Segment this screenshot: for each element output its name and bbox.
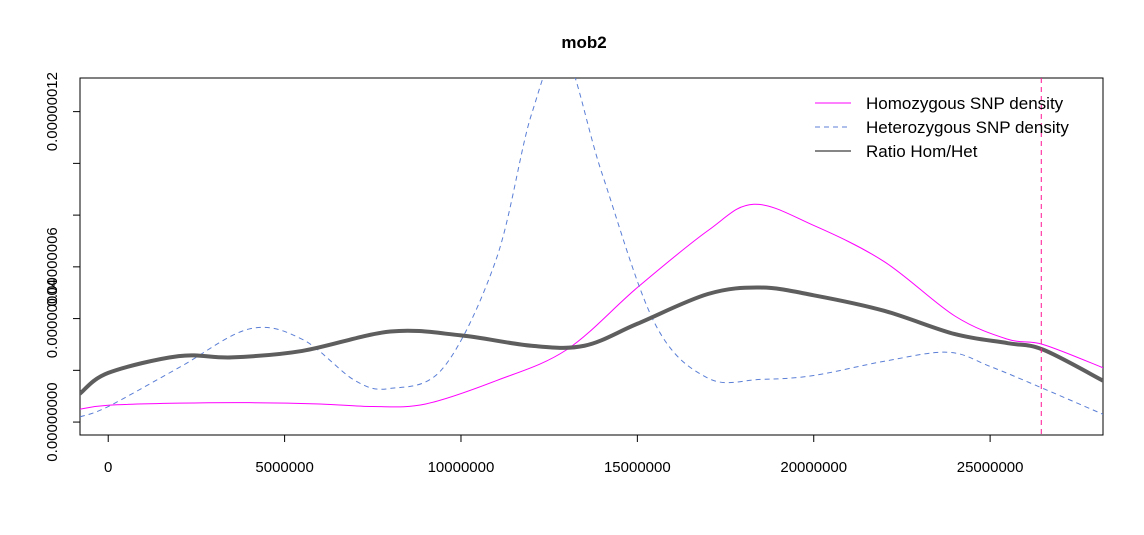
x-tick-label: 5000000 xyxy=(255,459,313,476)
y-tick-label: 0.00000012 xyxy=(44,72,61,151)
y-tick-label: 0.00000004 xyxy=(44,279,61,358)
x-tick-label: 25000000 xyxy=(957,459,1024,476)
y-tick-label: 0.00000000 xyxy=(44,382,61,461)
legend: Homozygous SNP density Heterozygous SNP d… xyxy=(815,94,1069,161)
series-line-3 xyxy=(80,285,1103,396)
legend-label: Ratio Hom/Het xyxy=(866,142,978,161)
x-tick-label: 20000000 xyxy=(780,459,847,476)
x-tick-label: 0 xyxy=(104,459,112,476)
x-tick-label: 15000000 xyxy=(604,459,671,476)
plot-area xyxy=(80,78,1103,435)
legend-label: Homozygous SNP density xyxy=(866,94,1064,113)
series-line-1 xyxy=(80,203,1103,410)
y-tick-label: 0.00000006 xyxy=(44,227,61,306)
chart-title: mob2 xyxy=(561,33,606,52)
x-tick-label: 10000000 xyxy=(428,459,495,476)
legend-label: Heterozygous SNP density xyxy=(866,118,1069,137)
x-axis: 0 5000000 10000000 15000000 20000000 25000000 xyxy=(104,434,1024,476)
series-line-2 xyxy=(80,78,1103,418)
